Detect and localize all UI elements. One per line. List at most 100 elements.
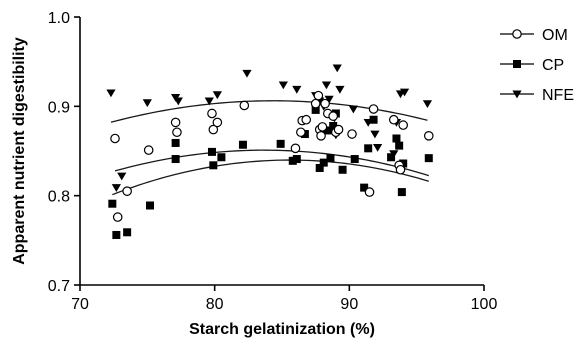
data-point-nfe <box>370 130 380 139</box>
data-point-cp <box>424 154 433 163</box>
data-point-nfe <box>373 143 383 152</box>
data-point-nfe <box>106 89 116 98</box>
data-point-cp <box>329 121 338 130</box>
legend-label: NFE <box>542 87 574 104</box>
data-point-om <box>316 131 326 141</box>
plot-area <box>106 64 434 239</box>
legend-item-cp: CP <box>500 57 564 74</box>
y-axis-title: Apparent nutrient digestibility <box>11 37 28 265</box>
data-point-cp <box>319 158 328 167</box>
data-point-om <box>290 143 301 154</box>
data-point-om <box>317 122 328 132</box>
data-point-cp <box>364 144 373 153</box>
data-point-nfe <box>399 88 410 97</box>
data-point-nfe <box>292 85 302 94</box>
series-nfe <box>106 64 433 192</box>
x-tick-label: 80 <box>206 296 224 313</box>
data-point-cp <box>397 188 406 197</box>
data-point-om <box>333 124 344 135</box>
data-point-cp <box>292 155 301 164</box>
data-point-om <box>328 111 338 121</box>
x-tick-label: 70 <box>71 296 89 313</box>
data-point-cp <box>395 141 404 150</box>
data-point-cp <box>171 155 180 164</box>
legend-marker-nfe <box>512 90 522 99</box>
y-tick-label: 0.9 <box>48 99 70 116</box>
data-point-om <box>208 124 219 135</box>
data-point-om <box>310 98 321 109</box>
data-point-nfe <box>117 172 127 181</box>
data-point-cp <box>311 105 320 114</box>
data-point-om <box>388 114 399 125</box>
data-point-nfe <box>324 95 334 104</box>
data-point-nfe <box>348 105 358 114</box>
data-point-cp <box>217 153 226 162</box>
data-point-om <box>172 127 182 138</box>
data-point-om <box>423 131 434 141</box>
data-point-cp <box>387 153 396 162</box>
data-points <box>106 64 434 239</box>
data-point-om <box>368 104 379 114</box>
fit-curve-cp <box>112 159 429 196</box>
data-point-om <box>143 145 154 155</box>
legend: OM CP NFE <box>500 27 574 104</box>
legend-label: CP <box>542 57 564 74</box>
data-point-cp <box>123 228 132 237</box>
data-point-om <box>122 186 132 196</box>
legend-item-nfe: NFE <box>500 87 574 104</box>
data-point-cp <box>207 147 216 156</box>
data-point-cp <box>338 165 347 174</box>
data-point-nfe <box>335 85 345 94</box>
data-point-nfe <box>242 69 252 78</box>
x-tick-label: 90 <box>340 296 358 313</box>
data-point-nfe <box>142 99 152 108</box>
data-point-cp <box>326 154 335 163</box>
data-point-nfe <box>422 100 433 109</box>
data-point-nfe <box>204 97 214 106</box>
data-point-om <box>110 133 120 144</box>
y-tick-label: 0.8 <box>48 189 70 206</box>
fit-curve-nfe <box>110 100 428 123</box>
data-point-cp <box>369 115 378 124</box>
data-point-om <box>395 164 406 175</box>
data-point-cp <box>108 199 117 208</box>
data-point-om <box>296 127 306 138</box>
data-point-cp <box>171 138 180 147</box>
data-point-om <box>398 120 408 130</box>
data-point-cp <box>238 140 247 149</box>
data-point-cp <box>146 201 155 210</box>
legend-marker-cp <box>513 60 521 68</box>
legend-marker-om <box>512 29 522 39</box>
data-point-cp <box>112 230 121 239</box>
y-tick-label: 1.0 <box>48 10 70 27</box>
fit-curves <box>110 100 429 196</box>
data-point-cp <box>350 155 359 164</box>
fit-curve-om <box>114 149 429 177</box>
y-ticks: 0.7 0.8 0.9 1.0 <box>48 10 80 295</box>
data-point-om <box>112 212 123 222</box>
x-tick-label: 100 <box>471 296 498 313</box>
data-point-cp <box>392 134 401 143</box>
data-point-om <box>239 100 250 111</box>
data-point-om <box>347 129 357 139</box>
axes: 70 80 90 100 0.7 0.8 0.9 1.0 <box>48 10 498 313</box>
x-axis-title: Starch gelatinization (%) <box>189 321 375 338</box>
y-tick-label: 0.7 <box>48 278 70 295</box>
data-point-nfe <box>332 64 342 73</box>
series-cp <box>108 105 433 239</box>
data-point-nfe <box>111 184 121 192</box>
series-om <box>110 90 434 222</box>
x-ticks: 70 80 90 100 <box>71 285 497 313</box>
data-point-om <box>320 98 330 109</box>
data-point-om <box>170 117 181 128</box>
data-point-om <box>212 117 223 128</box>
data-point-om <box>301 114 312 125</box>
data-point-nfe <box>212 91 222 100</box>
data-point-om <box>364 187 375 197</box>
data-point-nfe <box>321 81 332 90</box>
data-point-om <box>313 90 324 101</box>
data-point-cp <box>360 183 369 192</box>
data-point-om <box>207 108 217 119</box>
legend-label: OM <box>542 27 568 44</box>
data-point-cp <box>276 139 285 148</box>
